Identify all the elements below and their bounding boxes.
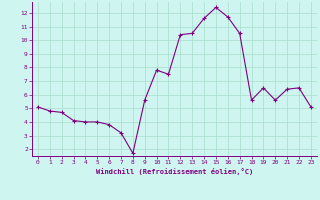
X-axis label: Windchill (Refroidissement éolien,°C): Windchill (Refroidissement éolien,°C) xyxy=(96,168,253,175)
